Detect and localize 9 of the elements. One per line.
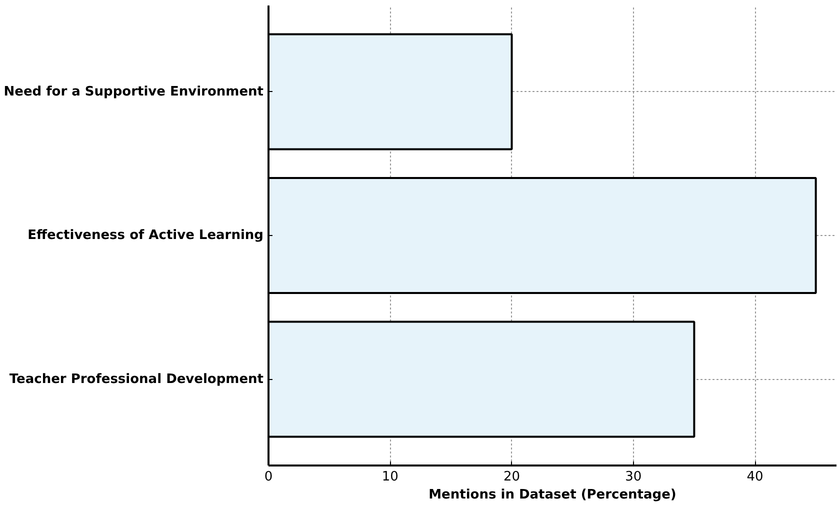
y-tick-label: Need for a Supportive Environment bbox=[4, 84, 264, 100]
x-tick-label: 0 bbox=[264, 470, 273, 484]
x-tick-label: 40 bbox=[746, 470, 764, 484]
x-tick-label: 20 bbox=[503, 470, 520, 484]
x-tick-label: 10 bbox=[382, 470, 398, 484]
y-tick-label: Effectiveness of Active Learning bbox=[28, 228, 264, 243]
x-axis-title: Mentions in Dataset (Percentage) bbox=[428, 488, 676, 502]
y-tick-label: Teacher Professional Development bbox=[9, 372, 264, 387]
x-tick-label: 30 bbox=[625, 470, 642, 484]
